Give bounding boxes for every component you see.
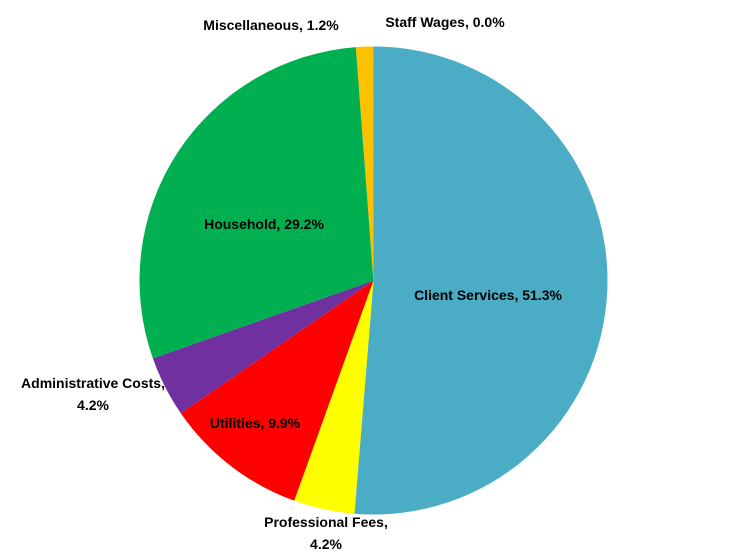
slice-household — [139, 47, 374, 359]
data-label-client-services: Client Services, 51.3% — [414, 287, 562, 303]
data-label-professional-fees: Professional Fees, 4.2% — [264, 514, 388, 552]
slice-administrative-costs — [152, 280, 374, 414]
pie-slices — [139, 46, 608, 515]
data-label-staff-wages: Staff Wages, 0.0% — [385, 14, 505, 30]
data-label-administrative-costs: Administrative Costs, 4.2% — [21, 375, 165, 413]
data-labels: Client Services, 51.3% Professional Fees,… — [21, 14, 562, 552]
slice-professional-fees — [294, 280, 374, 514]
slice-client-services — [354, 46, 608, 515]
slice-utilities — [180, 280, 374, 501]
data-label-miscellaneous: Miscellaneous, 1.2% — [203, 17, 339, 33]
data-label-utilities: Utilities, 9.9% — [210, 415, 301, 431]
data-label-household: Household, 29.2% — [204, 216, 324, 232]
slice-miscellaneous — [355, 46, 374, 281]
